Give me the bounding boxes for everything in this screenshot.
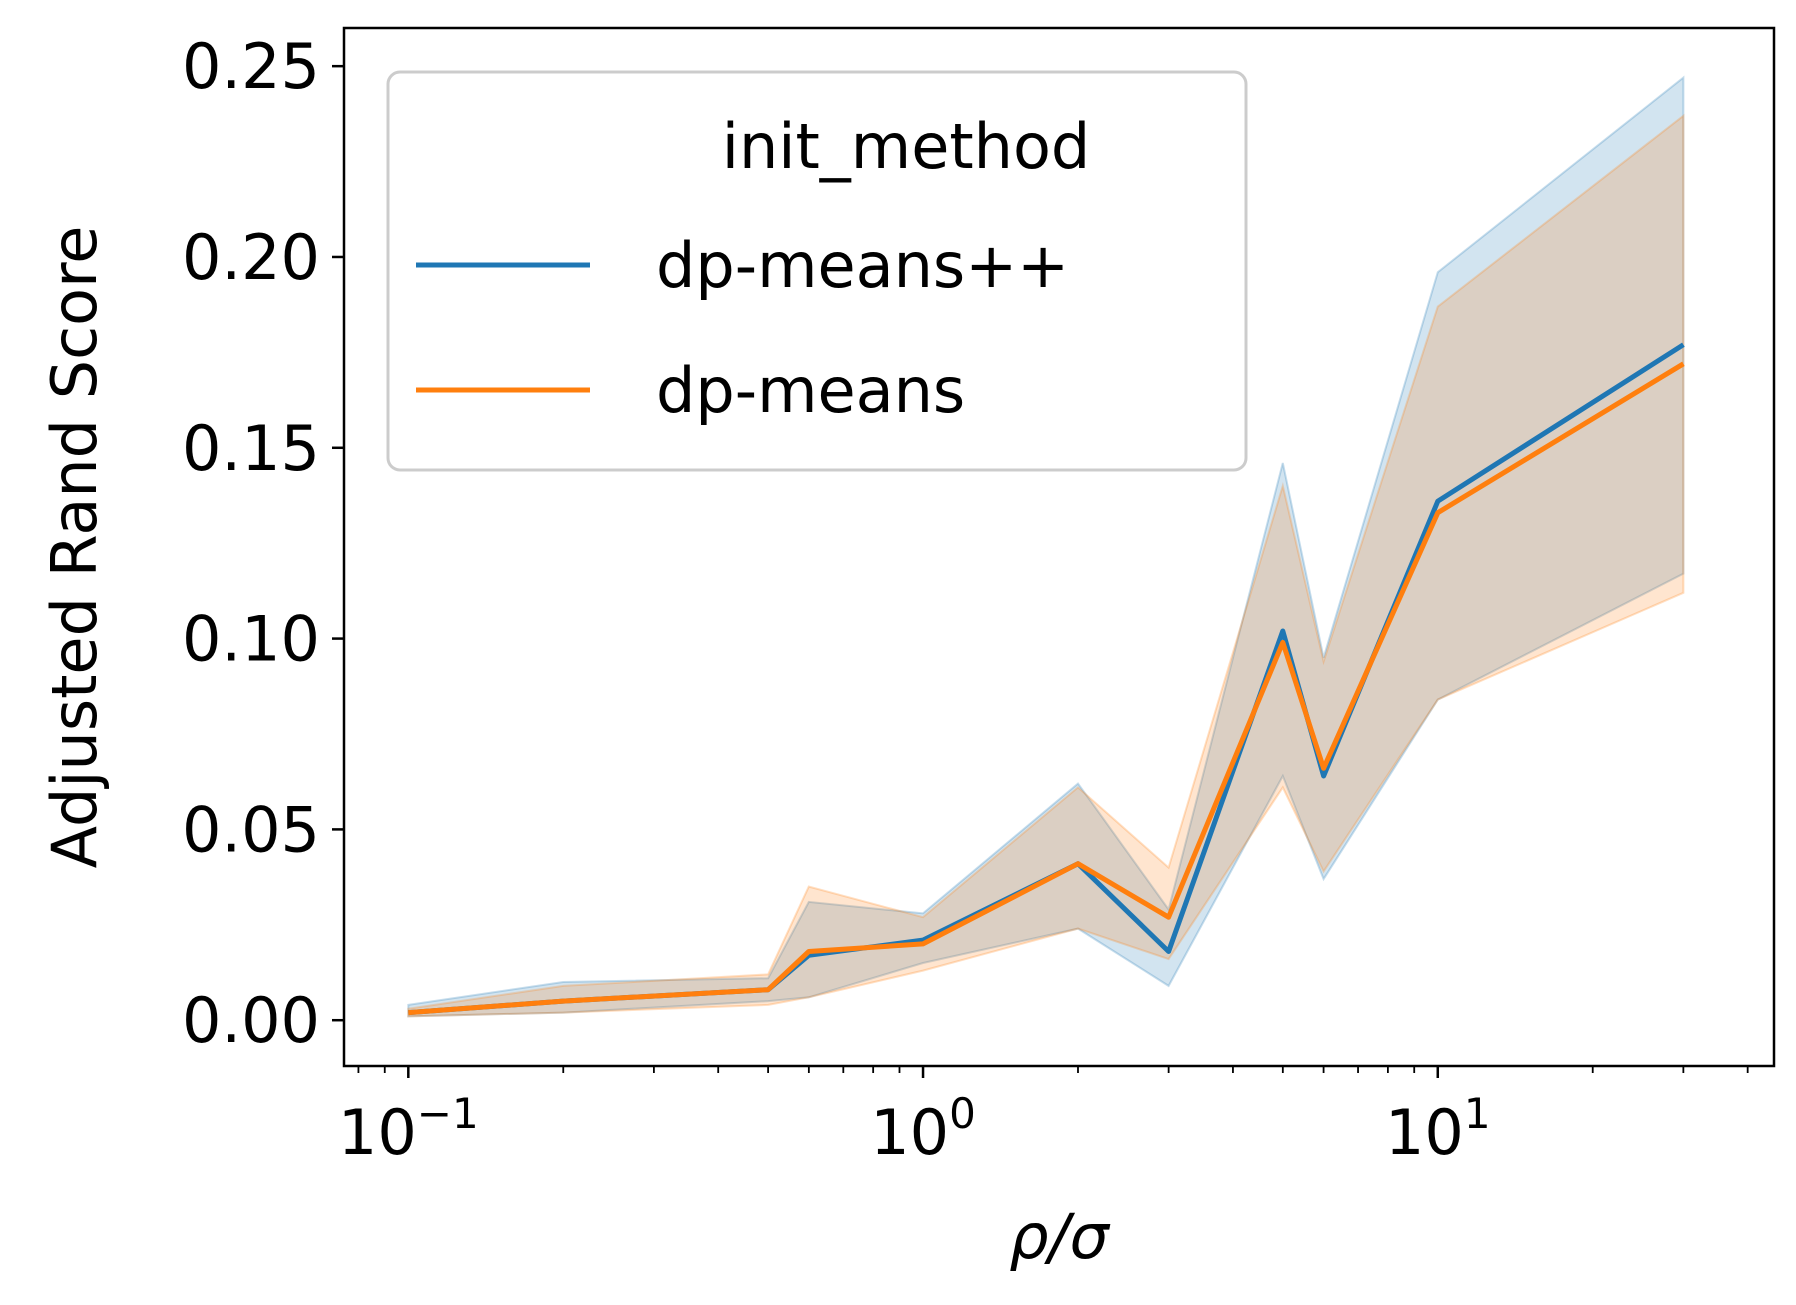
- x-tick-label: 101: [1385, 1089, 1491, 1169]
- legend-title: init_method: [722, 110, 1091, 183]
- legend-label: dp-means++: [656, 229, 1069, 302]
- y-tick-label: 0.15: [182, 412, 320, 485]
- x-axis-label: ρ/σ: [1009, 1200, 1110, 1273]
- legend: init_method dp-means++ dp-means: [388, 72, 1246, 470]
- y-tick-label: 0.25: [182, 30, 320, 103]
- x-tick-label: 100: [870, 1089, 976, 1169]
- y-tick-label: 0.20: [182, 221, 320, 294]
- x-tick-label: 10−1: [338, 1089, 479, 1169]
- y-tick-label: 0.05: [182, 793, 320, 866]
- y-tick-label: 0.00: [182, 984, 320, 1057]
- y-tick-label: 0.10: [182, 603, 320, 676]
- legend-label: dp-means: [656, 354, 965, 427]
- y-axis-label: Adjusted Rand Score: [38, 226, 111, 869]
